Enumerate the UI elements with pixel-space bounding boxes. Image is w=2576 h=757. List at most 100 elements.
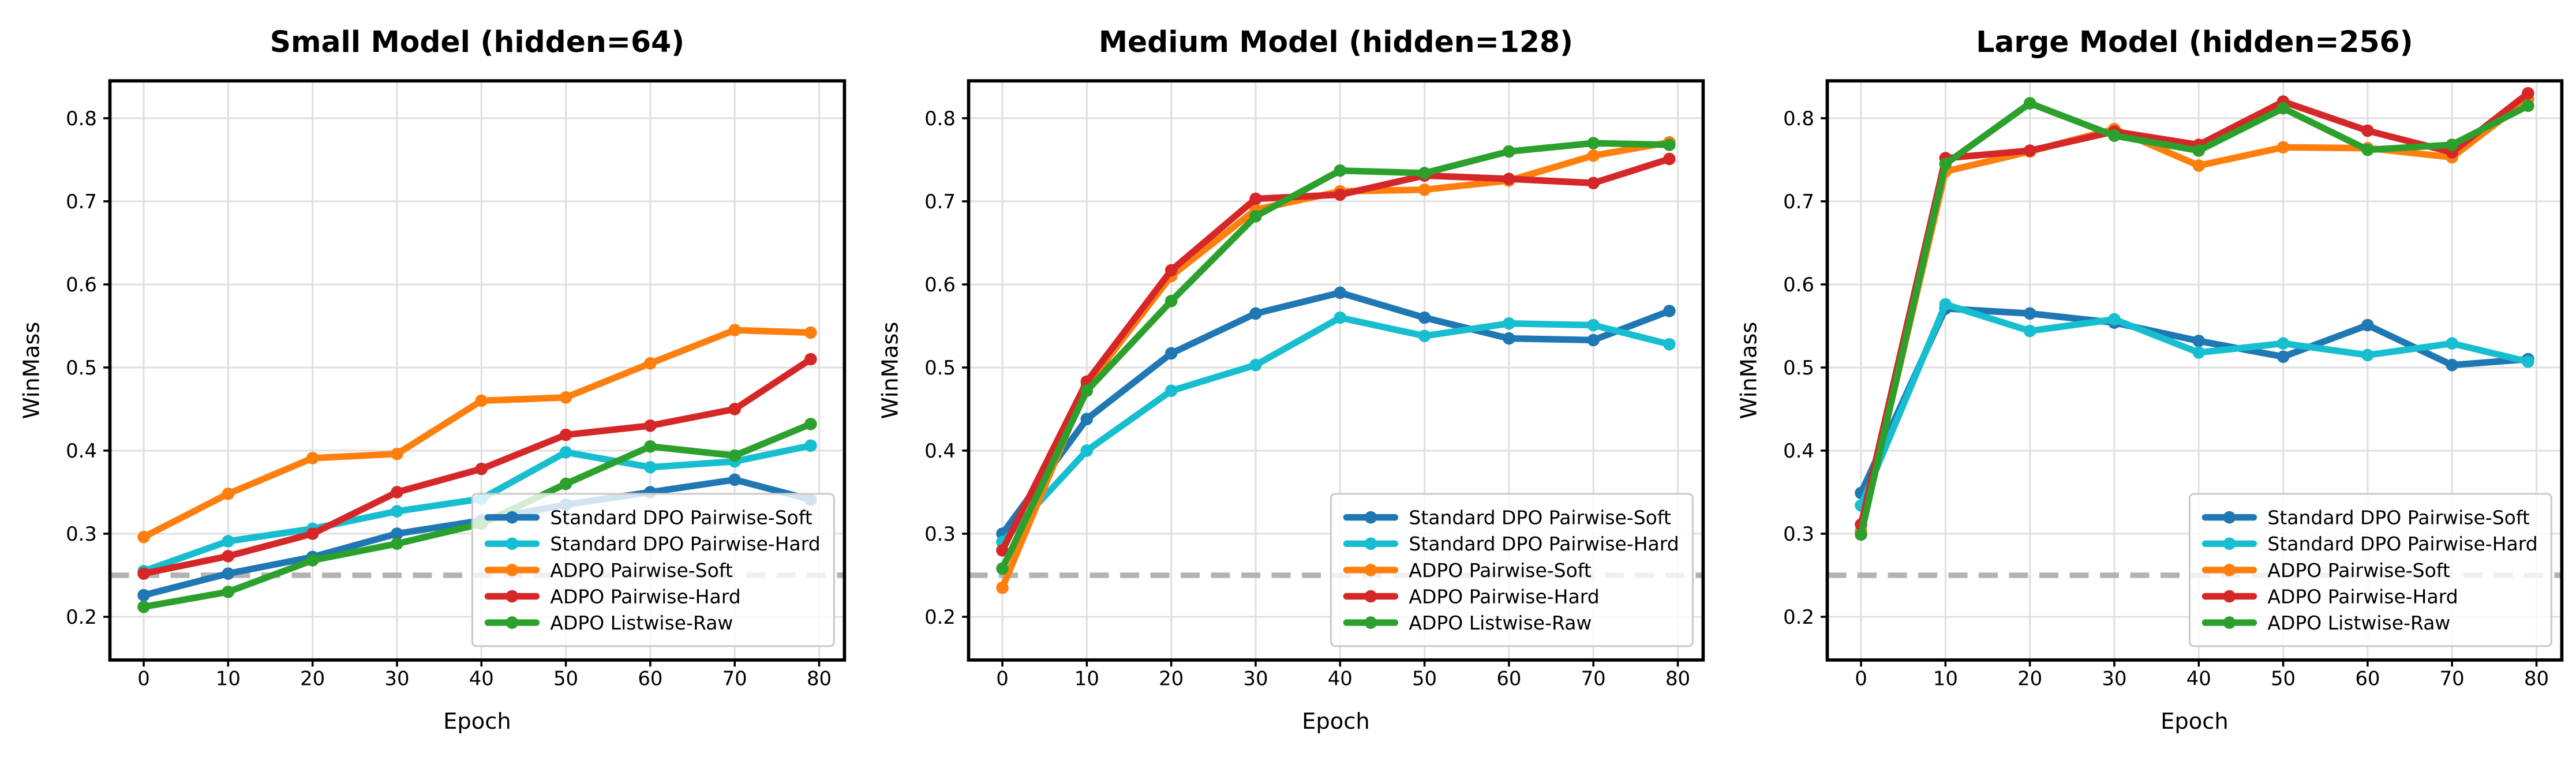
data-point	[137, 589, 150, 602]
legend-label: ADPO Listwise-Raw	[550, 612, 733, 634]
legend-label: Standard DPO Pairwise-Soft	[550, 507, 813, 529]
data-point	[306, 452, 319, 464]
x-tick-label: 20	[1159, 667, 1184, 689]
legend-label: ADPO Pairwise-Soft	[2267, 559, 2450, 582]
data-point	[2023, 324, 2036, 338]
series-standard-dpo-pairwise-soft	[996, 286, 1676, 540]
panel-title: Medium Model (hidden=128)	[1099, 25, 1573, 59]
legend-item-adpo-pairwise-hard: ADPO Pairwise-Hard	[484, 585, 741, 608]
data-point	[2522, 99, 2534, 113]
y-tick-label: 0.4	[1783, 440, 1814, 462]
data-point	[1587, 137, 1600, 149]
data-point	[2277, 141, 2290, 154]
grid	[110, 81, 845, 660]
legend-item-adpo-pairwise-hard: ADPO Pairwise-Hard	[1343, 585, 1600, 608]
legend-handle-marker	[2223, 564, 2236, 576]
data-point	[1503, 145, 1515, 158]
data-point	[222, 586, 235, 598]
x-tick-label: 0	[137, 667, 150, 689]
tick-labels: 0 10 20 30 40 50 60 70 80 0.2 0.3 0.4 0.5 0.6 0.7 0.8	[1783, 107, 2549, 689]
x-tick-label: 40	[2186, 667, 2211, 689]
legend: Standard DPO Pairwise-Soft Standard DPO P…	[2188, 493, 2552, 647]
y-axis-label: WinMass	[19, 322, 45, 419]
legend-item-adpo-pairwise-soft: ADPO Pairwise-Soft	[2201, 559, 2450, 582]
x-axis-label: Epoch	[2161, 709, 2229, 734]
data-point	[804, 326, 817, 339]
data-point	[2023, 144, 2036, 157]
x-axis-label: Epoch	[1302, 709, 1370, 734]
data-point	[475, 394, 488, 407]
x-tick-label: 20	[2017, 667, 2042, 689]
legend-label: ADPO Pairwise-Soft	[550, 559, 732, 582]
legend-item-adpo-pairwise-soft: ADPO Pairwise-Soft	[484, 559, 733, 582]
x-tick-label: 50	[2271, 667, 2296, 689]
legend-handle-marker	[1364, 537, 1377, 550]
x-tick-label: 30	[2102, 667, 2126, 689]
legend: Standard DPO Pairwise-Soft Standard DPO P…	[1330, 493, 1694, 647]
data-point	[1503, 173, 1515, 185]
axes-frame	[967, 79, 1705, 662]
x-tick-label: 10	[216, 667, 241, 689]
legend-item-standard-dpo-pairwise-soft: Standard DPO Pairwise-Soft	[484, 507, 813, 529]
data-point	[1418, 183, 1431, 196]
legend-handle-marker	[2223, 590, 2236, 603]
y-tick-label: 0.3	[66, 523, 97, 545]
data-point	[2446, 358, 2458, 372]
data-point	[996, 581, 1009, 594]
legend-item-adpo-pairwise-hard: ADPO Pairwise-Hard	[2201, 585, 2458, 608]
x-tick-label: 50	[1412, 667, 1437, 689]
x-tick-label: 80	[2524, 667, 2549, 689]
data-point	[804, 439, 817, 452]
data-point	[306, 554, 319, 567]
data-point	[137, 530, 150, 544]
ticks	[962, 117, 1679, 667]
data-point	[1587, 177, 1600, 190]
x-tick-label: 60	[2355, 667, 2380, 689]
data-point	[644, 357, 657, 370]
legend-item-adpo-listwise-raw: ADPO Listwise-Raw	[1343, 612, 1592, 634]
data-point	[2361, 124, 2374, 137]
legend: Standard DPO Pairwise-Soft Standard DPO P…	[471, 493, 835, 647]
legend-handle-marker	[2223, 511, 2236, 524]
ticks	[1821, 117, 2538, 667]
legend-handle-marker	[506, 616, 519, 629]
data-point	[1334, 311, 1347, 324]
data-point	[2446, 138, 2458, 151]
y-tick-label: 0.4	[66, 440, 97, 462]
legend-label: Standard DPO Pairwise-Soft	[2267, 507, 2530, 529]
data-point	[644, 460, 657, 474]
data-point	[2192, 346, 2206, 359]
legend-label: Standard DPO Pairwise-Hard	[1409, 533, 1679, 555]
legend-item-standard-dpo-pairwise-hard: Standard DPO Pairwise-Hard	[1343, 533, 1679, 555]
data-point	[475, 462, 488, 475]
data-point	[644, 440, 657, 453]
data-point	[1249, 192, 1262, 205]
legend-handle-marker	[2223, 616, 2236, 629]
x-axis-label: Epoch	[443, 709, 511, 734]
data-point	[2023, 307, 2036, 320]
data-point	[2192, 144, 2206, 157]
data-point	[728, 473, 741, 486]
series-adpo-pairwise-hard	[137, 353, 817, 580]
legend-label: ADPO Pairwise-Hard	[2267, 585, 2458, 608]
x-tick-label: 50	[553, 667, 578, 689]
data-point	[2108, 313, 2121, 326]
data-point	[222, 550, 235, 563]
data-point	[2446, 337, 2458, 350]
x-tick-label: 40	[1328, 667, 1353, 689]
y-tick-label: 0.6	[1783, 273, 1814, 296]
data-point	[137, 567, 150, 580]
data-point	[1939, 158, 1952, 170]
data-point	[1165, 294, 1178, 308]
legend-item-adpo-pairwise-soft: ADPO Pairwise-Soft	[1343, 559, 1592, 582]
legend-label: ADPO Pairwise-Soft	[1409, 559, 1591, 582]
panel-small-model-hidden-64: 0 10 20 30 40 50 60 70 80 0.2 0.3 0.4 0.5 0.6 0.7 0.8 Sm…	[19, 25, 847, 734]
data-point	[1165, 347, 1178, 360]
legend-handle-marker	[1364, 590, 1377, 603]
data-point	[2192, 335, 2206, 347]
data-point	[391, 527, 403, 540]
legend-item-standard-dpo-pairwise-soft: Standard DPO Pairwise-Soft	[2201, 507, 2530, 529]
legend-label: ADPO Pairwise-Hard	[1409, 585, 1599, 608]
